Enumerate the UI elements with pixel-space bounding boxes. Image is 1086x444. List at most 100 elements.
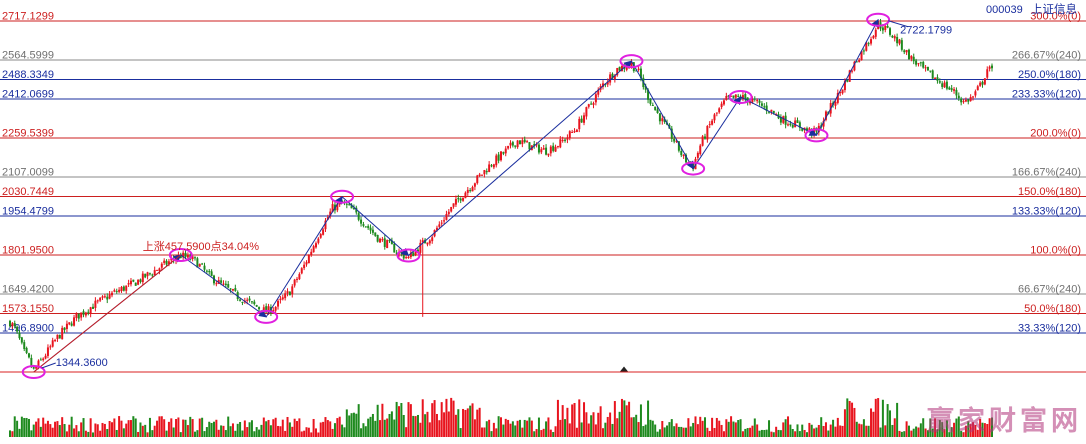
candle-body (495, 155, 498, 166)
volume-bar (279, 426, 282, 437)
candle-body (509, 142, 512, 146)
ratio-level-label: 233.33%(120) (1012, 89, 1081, 101)
volume-bar (191, 419, 194, 437)
candle-body (445, 213, 448, 220)
candle-body (165, 260, 168, 265)
volume-bar (115, 429, 118, 437)
volume-bar (829, 424, 832, 437)
volume-bar (948, 432, 951, 437)
candle-body (379, 238, 382, 243)
volume-bar (87, 431, 90, 437)
volume-bar (881, 399, 884, 437)
candle-body (305, 262, 308, 265)
volume-bar (974, 424, 977, 437)
volume-bar (599, 406, 602, 437)
volume-bar (139, 422, 142, 437)
volume-bar (677, 426, 680, 437)
volume-bar (991, 417, 993, 437)
candle-body (969, 97, 972, 101)
volume-bar (741, 431, 744, 437)
candle-body (30, 357, 33, 367)
candle-body (701, 136, 704, 146)
volume-bar (820, 417, 823, 437)
volume-bar (236, 423, 239, 437)
candle-body (139, 279, 142, 282)
volume-bar (227, 416, 230, 437)
candle-body (765, 105, 768, 112)
volume-bar (167, 421, 170, 437)
volume-bar (488, 419, 491, 437)
candle-body (336, 203, 339, 211)
volume-bar (284, 430, 287, 437)
candle-body (590, 103, 593, 105)
volume-bar (824, 422, 827, 437)
candle-body (229, 288, 232, 290)
volume-bar (661, 420, 664, 437)
volume-bar (594, 424, 597, 437)
candle-body (476, 175, 479, 184)
candle-body (478, 174, 481, 176)
pivot-ellipse (866, 12, 891, 27)
candle-body (760, 103, 763, 106)
volume-bar (941, 422, 944, 437)
volume-bar (331, 428, 334, 437)
price-level-label: 2259.5399 (2, 128, 54, 140)
volume-bar (68, 424, 71, 437)
volume-bar (101, 422, 104, 437)
candle-body (65, 323, 68, 330)
volume-bar (763, 429, 766, 437)
volume-bar (746, 428, 749, 437)
candle-body (708, 124, 711, 126)
candle-body (158, 268, 161, 271)
volume-bar (319, 422, 322, 437)
volume-bar (452, 400, 455, 437)
candle-body (127, 283, 130, 285)
candle-body (371, 229, 374, 233)
volume-bar (234, 430, 237, 437)
volume-bar (426, 411, 429, 437)
ratio-level-label: 200.0%(0) (1030, 128, 1081, 140)
volume-bar (668, 422, 671, 437)
candle-body (796, 120, 799, 123)
candle-body (258, 307, 261, 310)
volume-bar (630, 417, 633, 437)
volume-bar (670, 419, 673, 437)
candle-body (16, 326, 19, 332)
volume-bar (243, 420, 246, 437)
volume-bar (431, 403, 434, 437)
candle-body (613, 75, 616, 80)
volume-bar (350, 413, 353, 437)
candle-body (144, 273, 147, 278)
volume-bar (552, 432, 555, 437)
candle-body (504, 148, 507, 154)
volume-bar (352, 412, 355, 437)
volume-bar (625, 405, 628, 437)
volume-bar (146, 432, 149, 437)
candle-body (75, 313, 78, 319)
volume-bar (663, 427, 666, 437)
volume-bar (113, 418, 116, 437)
volume-bar (805, 432, 808, 437)
volume-bar (435, 413, 438, 437)
ratio-level-label: 250.0%(180) (1018, 69, 1081, 81)
candle-body (768, 111, 771, 113)
volume-bar (953, 422, 956, 437)
volume-bar (374, 420, 377, 437)
candle-body (711, 120, 714, 125)
candle-body (881, 27, 884, 31)
volume-bar (56, 421, 59, 437)
candle-body (110, 292, 113, 296)
volume-bar (433, 400, 436, 437)
candle-body (941, 83, 944, 87)
volume-bar (355, 413, 358, 437)
volume-bar (749, 427, 752, 437)
volume-bar (962, 432, 965, 437)
volume-bar (314, 428, 317, 437)
volume-bar (379, 420, 382, 437)
volume-bar (979, 418, 982, 437)
volume-bar (469, 405, 472, 437)
candle-body (331, 204, 334, 213)
volume-bar (900, 431, 903, 437)
volume-bar (537, 417, 540, 437)
volume-bar (583, 402, 586, 437)
